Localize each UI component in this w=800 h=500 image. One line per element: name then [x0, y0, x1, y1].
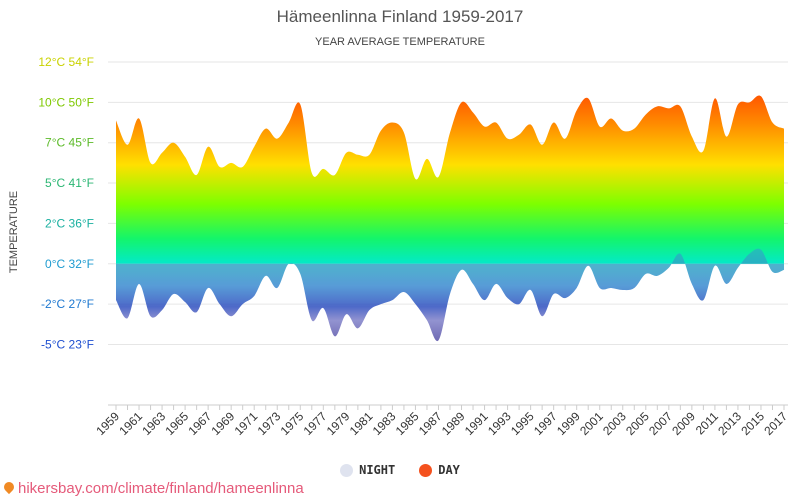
x-tick-label: 1981	[347, 409, 376, 438]
x-tick-label: 2003	[600, 409, 629, 438]
x-tick-label: 1999	[554, 409, 583, 438]
x-tick-label: 1997	[531, 409, 560, 438]
x-tick-label: 1963	[139, 409, 168, 438]
legend-day[interactable]: DAY	[419, 463, 460, 477]
day-dot-icon	[419, 463, 433, 477]
x-tick-label: 2011	[693, 409, 721, 437]
legend-day-label: DAY	[438, 463, 460, 477]
x-tick-label: 1979	[324, 409, 353, 438]
y-tick-label: 5°C 41°F	[45, 176, 94, 190]
legend-night[interactable]: NIGHT	[340, 463, 395, 477]
source-link[interactable]: hikersbay.com/climate/finland/hameenlinn…	[1, 479, 304, 497]
y-tick-label: 10°C 50°F	[38, 95, 94, 109]
y-tick-label: -2°C 27°F	[41, 297, 94, 311]
chart-title: Hämeenlinna Finland 1959-2017	[276, 7, 524, 26]
x-tick-label: 1987	[416, 409, 445, 438]
x-tick-label: 1975	[278, 409, 307, 438]
location-pin-icon	[1, 479, 17, 495]
x-tick-label: 1971	[232, 409, 261, 438]
temperature-chart: 12°C 54°F 10°C 50°F 7°C 45°F 5°C 41°F 2°C 36…	[38, 55, 790, 438]
x-tick-label: 2015	[738, 409, 767, 438]
day-series-area	[116, 95, 784, 264]
legend-night-label: NIGHT	[359, 463, 396, 477]
x-tick-label: 2009	[669, 409, 698, 438]
x-tick-label: 1961	[116, 409, 145, 438]
source-link-text: hikersbay.com/climate/finland/hameenlinn…	[18, 480, 304, 497]
y-tick-label: 12°C 54°F	[38, 55, 94, 69]
x-tick-label: 2017	[761, 409, 790, 438]
y-tick-label: 7°C 45°F	[45, 136, 94, 150]
x-tick-label: 2007	[646, 409, 675, 438]
x-tick-label: 1965	[162, 409, 191, 438]
y-tick-label: 2°C 36°F	[45, 216, 94, 230]
x-tick-label: 2005	[623, 409, 652, 438]
x-tick-label: 1993	[485, 409, 514, 438]
chart-subtitle: YEAR AVERAGE TEMPERATURE	[315, 36, 485, 48]
x-tick-label: 1991	[462, 409, 491, 438]
x-tick-label: 1977	[301, 409, 330, 438]
y-tick-label: -5°C 23°F	[41, 337, 94, 351]
legend: NIGHT DAY	[0, 463, 800, 477]
x-tick-label: 2001	[577, 409, 606, 438]
x-tick-label: 1983	[370, 409, 399, 438]
x-tick-label: 1969	[209, 409, 238, 438]
x-tick-label: 1989	[439, 409, 468, 438]
night-dot-icon	[340, 463, 354, 477]
night-series-area	[116, 248, 784, 342]
y-tick-label: 0°C 32°F	[45, 257, 94, 271]
y-tick-labels: 12°C 54°F 10°C 50°F 7°C 45°F 5°C 41°F 2°C 36…	[38, 55, 94, 351]
x-tick-label: 1959	[93, 409, 122, 438]
x-tick-label: 1973	[255, 409, 284, 438]
x-axis: 1959196119631965196719691971197319751977…	[93, 404, 790, 438]
x-tick-label: 1967	[185, 409, 214, 438]
x-tick-label: 2013	[715, 409, 744, 438]
x-tick-label: 1985	[393, 409, 422, 438]
x-tick-label: 1995	[508, 409, 537, 438]
